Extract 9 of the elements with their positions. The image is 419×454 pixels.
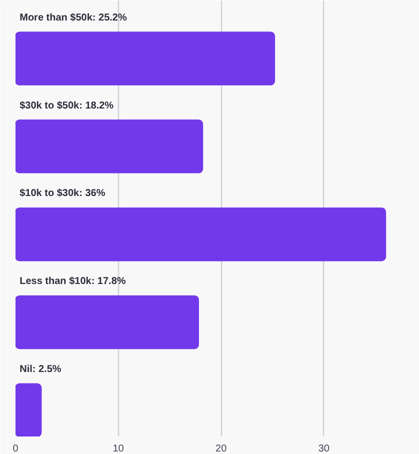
y-tick-label: More than $50k: 25.2%	[20, 12, 127, 24]
y-tick-label: Nil: 2.5%	[20, 364, 62, 375]
x-tick-label: 10	[112, 444, 124, 454]
x-tick-label: 0	[12, 444, 19, 454]
x-tick-label: 20	[216, 444, 228, 454]
y-tick-label: $10k to $30k: 36%	[20, 188, 106, 200]
x-tick-label: 30	[318, 444, 330, 454]
y-tick-label: $30k to $50k: 18.2%	[20, 100, 114, 112]
y-tick-label: Less than $10k: 17.8%	[20, 276, 126, 288]
